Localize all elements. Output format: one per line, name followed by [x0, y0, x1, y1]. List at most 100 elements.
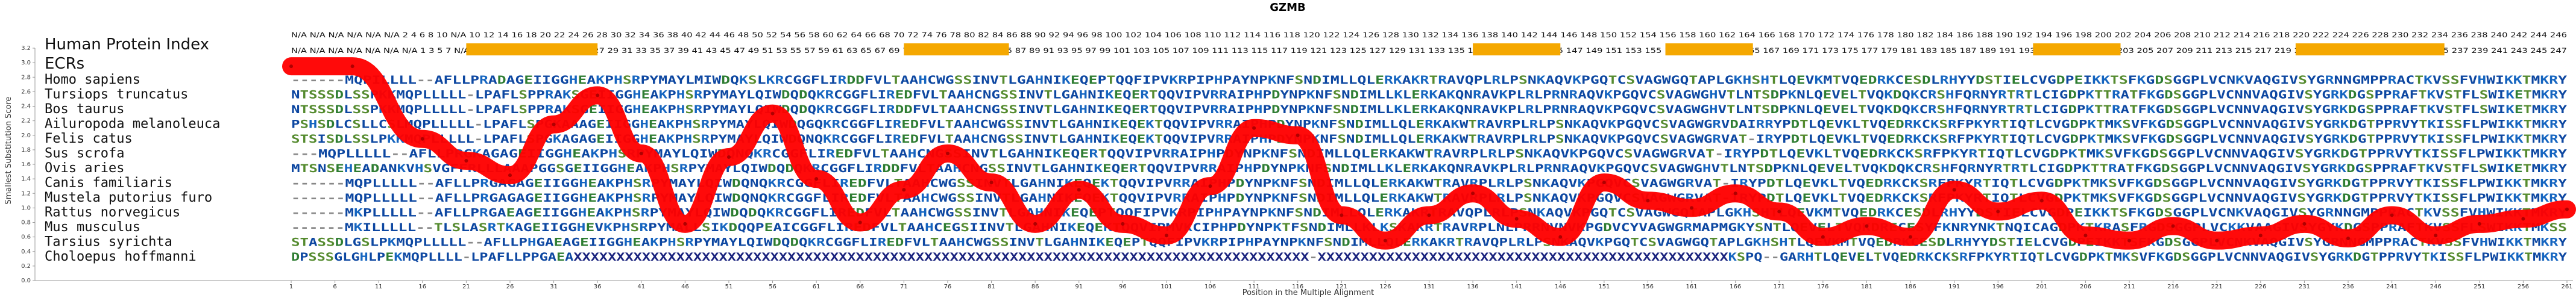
x-tick-label: 106: [1205, 284, 1216, 290]
score-point: [508, 173, 512, 178]
score-point: [1383, 238, 1387, 243]
y-tick-label: 1.2: [21, 190, 31, 197]
y-tick-label: 0.6: [21, 234, 31, 241]
score-point: [2434, 234, 2438, 238]
score-point: [2346, 237, 2351, 241]
y-tick-label: 0.4: [21, 249, 31, 255]
y-tick-label: 1.0: [21, 205, 31, 211]
score-point: [1471, 191, 1475, 196]
human-index-row-2: N/A N/A N/A N/A N/A N/A N/A 1 3 5 7 N/A …: [291, 46, 2567, 55]
x-tick-label: 26: [506, 284, 514, 290]
x-tick-label: 161: [1686, 284, 1698, 290]
x-tick-label: 36: [594, 284, 602, 290]
x-tick-label: 211: [2123, 284, 2135, 290]
score-point: [2521, 217, 2525, 221]
score-point: [1777, 209, 1781, 214]
score-point: [596, 93, 600, 98]
y-tick-label: 0.0: [21, 278, 31, 284]
sequence-row: ------ MQPLLLLL -- AFLLP R GAGAG E IIGG H E A K P H S R…: [291, 191, 2568, 205]
x-tick-label: 81: [987, 284, 995, 290]
x-tick-label: 191: [1948, 284, 1960, 290]
ecr-bar: [466, 43, 598, 55]
x-tick-label: 131: [1423, 284, 1435, 290]
x-tick-label: 86: [1031, 284, 1039, 290]
y-tick-label: 0.8: [21, 220, 31, 226]
score-point: [2477, 222, 2481, 226]
x-tick-label: 156: [1642, 284, 1654, 290]
score-point: [1427, 213, 1431, 217]
y-tick-label: 2.2: [21, 118, 31, 125]
score-point: [2215, 238, 2219, 243]
ecr-bar: [2033, 43, 2121, 55]
score-point: [1296, 133, 1300, 137]
x-tick-label: 51: [725, 284, 733, 290]
x-tick-label: 71: [900, 284, 908, 290]
x-tick-label: 121: [1336, 284, 1347, 290]
score-point: [2258, 234, 2263, 238]
y-tick-label: 2.6: [21, 88, 31, 95]
x-tick-label: 61: [813, 284, 820, 290]
score-point: [902, 188, 906, 192]
score-point: [464, 158, 468, 163]
species-label: Bos taurus: [45, 102, 124, 117]
score-point: [1996, 209, 2000, 214]
score-point: [1077, 188, 1081, 192]
x-tick-label: 1: [289, 284, 293, 290]
species-label: Choloepus hoffmanni: [45, 249, 197, 264]
species-label: Tursiops truncatus: [45, 87, 188, 102]
x-tick-label: 11: [375, 284, 383, 290]
x-tick-label: 221: [2211, 284, 2223, 290]
score-point: [639, 151, 643, 155]
score-point: [945, 151, 949, 155]
x-tick-label: 186: [1905, 284, 1916, 290]
score-point: [1514, 217, 1519, 221]
x-tick-label: 6: [333, 284, 336, 290]
score-point: [1208, 184, 1212, 188]
y-tick-label: 3.0: [21, 60, 31, 66]
score-point: [1690, 206, 1694, 210]
x-tick-label: 181: [1861, 284, 1872, 290]
y-ticks: 0.0 0.2 0.4 0.6 0.8 1.0 1.2 1.4 1.6 1.8 2.0 2.2 2.4 2…: [21, 45, 35, 284]
ecr-bar: [1665, 43, 1753, 55]
x-tick-label: 96: [1119, 284, 1127, 290]
species-label: Ovis aries: [45, 161, 124, 176]
ecr-bar: [1473, 43, 1561, 55]
ecr-regions: [466, 43, 2445, 55]
score-point: [2565, 207, 2569, 211]
y-tick-label: 1.8: [21, 147, 31, 154]
x-ticks: 1 6 11 16 21 26 31 36 41 46 51 56 61 66 71 76 81 86 91 96 10…: [289, 281, 2573, 290]
y-tick-label: 2.4: [21, 104, 31, 110]
x-tick-label: 16: [418, 284, 426, 290]
human-protein-index-label: Human Protein Index: [45, 36, 209, 54]
x-axis-label: Position in the Multiple Alignment: [1242, 288, 1375, 297]
x-tick-label: 256: [2518, 284, 2529, 290]
ecrs-label: ECRs: [45, 55, 84, 73]
x-tick-label: 151: [1598, 284, 1610, 290]
score-point: [2171, 224, 2175, 228]
score-point: [683, 222, 687, 226]
y-axis-label: Smallest Substitution Score: [4, 96, 13, 204]
sequence-row: N TSSS D L SS P KK MQPLLLLL - LPAFL S PP R A K S G E IIGG H…: [291, 103, 2568, 116]
y-tick-label: 2.0: [21, 132, 31, 139]
x-tick-label: 206: [2080, 284, 2091, 290]
ecr-bar: [904, 43, 1009, 55]
x-tick-label: 196: [1992, 284, 2004, 290]
x-tick-label: 46: [681, 284, 689, 290]
x-tick-label: 111: [1249, 284, 1260, 290]
sequence-row: ------ MQPLLLLL -- AFLLP R GAGAG E IIGG H E A K P H S R…: [291, 177, 2568, 190]
score-point: [726, 155, 731, 159]
score-point: [1602, 181, 1606, 185]
sequence-row: M TS N S E H E A D AN K V H S VGFF R LLLAAAPGG S G E IIGG H E A…: [291, 162, 2568, 175]
score-point: [2302, 222, 2307, 226]
score-point: [552, 122, 556, 126]
score-point: [1733, 191, 1737, 196]
y-tick-label: 3.2: [21, 45, 31, 52]
x-tick-label: 66: [856, 284, 864, 290]
score-point: [1821, 235, 1825, 239]
x-tick-label: 251: [2474, 284, 2485, 290]
score-point: [2083, 234, 2088, 238]
y-tick-label: 1.4: [21, 176, 31, 182]
species-label: Canis familiaris: [45, 176, 172, 191]
x-tick-label: 246: [2430, 284, 2442, 290]
